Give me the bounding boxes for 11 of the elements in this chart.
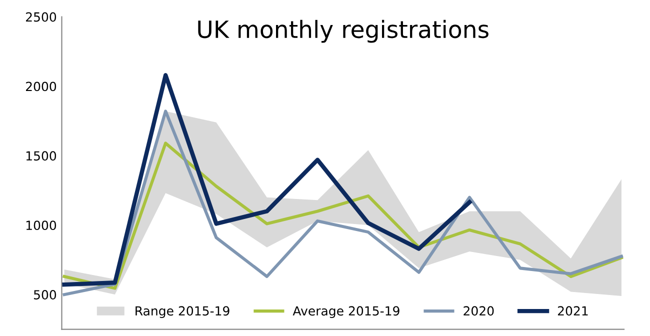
line-series — [62, 73, 472, 287]
legend-label: Average 2015-19 — [292, 306, 400, 318]
legend-label: Range 2015-19 — [136, 306, 230, 318]
y-tick-label: 1000 — [26, 220, 56, 230]
y-tick-label: 2500 — [26, 12, 56, 22]
y-tick-label: 1500 — [26, 151, 56, 161]
y-tick-label: 2000 — [26, 82, 56, 92]
chart-title: UK monthly registrations — [198, 20, 488, 43]
legend-label: 2020 — [464, 306, 494, 316]
y-tick-label: 500 — [34, 290, 56, 300]
legend-label: 2021 — [558, 306, 588, 316]
